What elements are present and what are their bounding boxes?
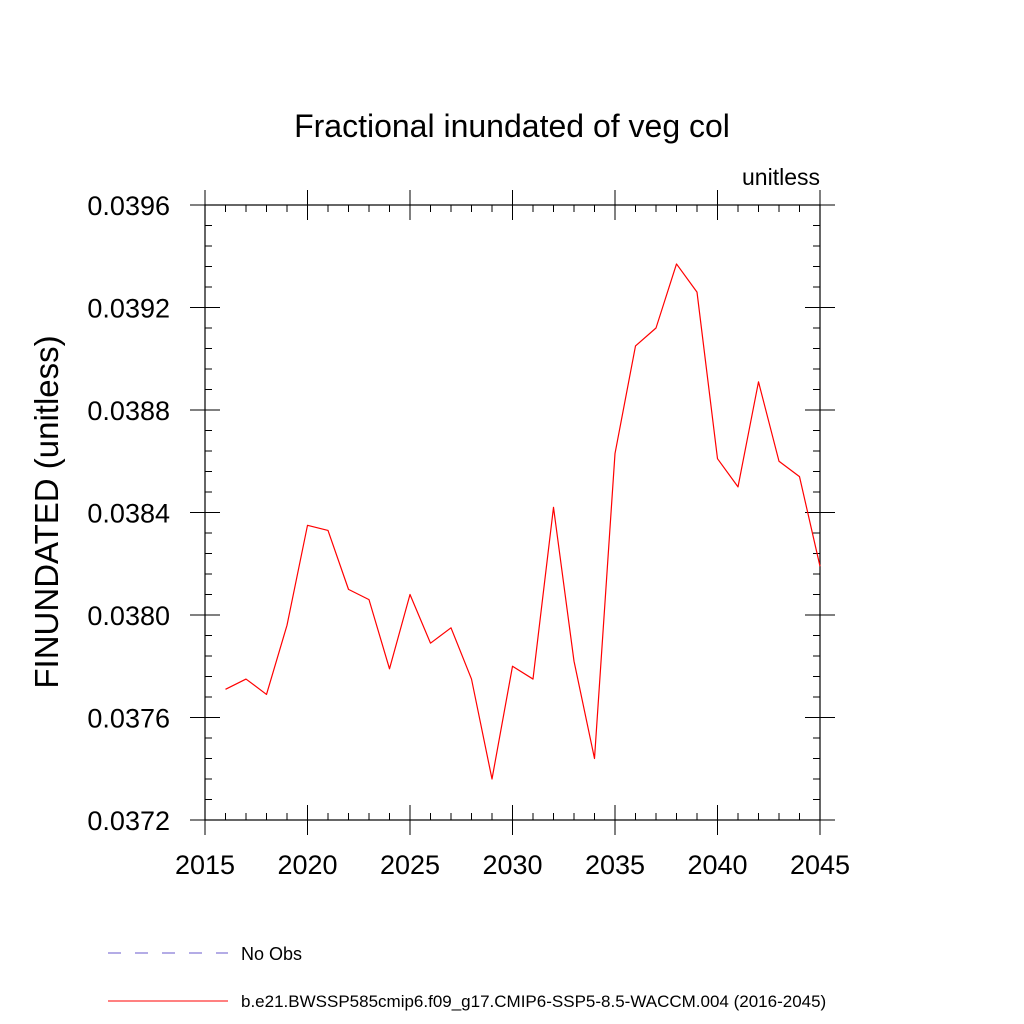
legend-label-no-obs: No Obs [241,944,302,964]
x-tick-label: 2015 [175,850,235,880]
y-tick-label: 0.0384 [87,499,170,529]
y-tick-label: 0.0380 [87,601,170,631]
x-tick-label: 2045 [790,850,850,880]
y-axis-label: FINUNDATED (unitless) [28,335,65,688]
y-tick-label: 0.0372 [87,806,170,836]
y-tick-label: 0.0376 [87,704,170,734]
x-tick-label: 2030 [482,850,542,880]
y-tick-label: 0.0388 [87,396,170,426]
x-tick-label: 2025 [380,850,440,880]
series-layer [225,263,821,780]
y-tick-label: 0.0392 [87,294,170,324]
tick-marks [190,190,835,835]
x-tick-label: 2020 [277,850,337,880]
legend-label-series: b.e21.BWSSP585cmip6.f09_g17.CMIP6-SSP5-8… [241,992,826,1011]
y-tick-label: 0.0396 [87,191,170,221]
plot-frame [204,204,821,821]
x-tick-label: 2035 [585,850,645,880]
tick-labels: 2015 2020 2025 2030 2035 2040 2045 0.0372 0.0376… [87,191,850,880]
series-line [225,263,821,780]
legend: No Obs b.e21.BWSSP585cmip6.f09_g17.CMIP6… [108,944,826,1011]
chart-title: Fractional inundated of veg col [294,108,730,144]
x-tick-label: 2040 [687,850,747,880]
units-label: unitless [742,164,820,190]
